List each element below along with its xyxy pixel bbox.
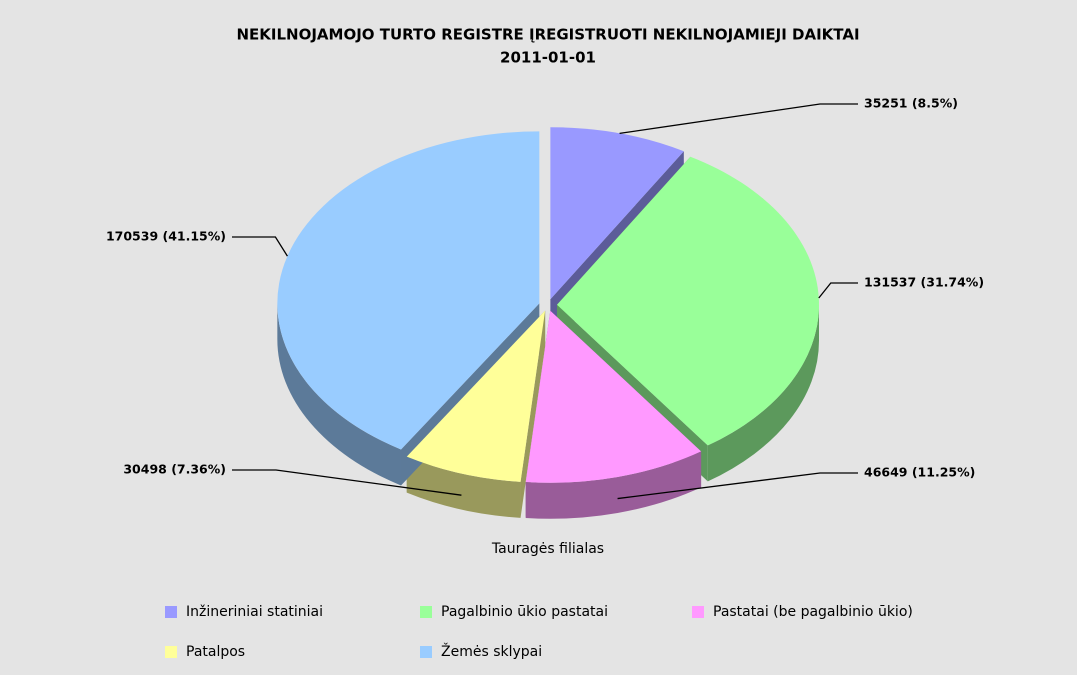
legend-label: Patalpos <box>186 644 245 660</box>
legend-swatch <box>692 606 704 618</box>
slice <box>406 310 546 482</box>
slice-side <box>525 451 702 519</box>
legend-label: Žemės sklypai <box>441 642 542 660</box>
leader-line <box>232 236 288 257</box>
value-label: 30498 (7.36%) <box>123 462 226 477</box>
value-label: 46649 (11.25%) <box>864 465 975 480</box>
slice-side <box>277 303 401 486</box>
slice-side <box>707 304 819 482</box>
legend-label: Pagalbinio ūkio pastatai <box>441 604 608 620</box>
slice-edge <box>520 310 546 518</box>
value-label: 131537 (31.74%) <box>864 275 984 290</box>
leader-line <box>619 103 858 135</box>
legend-swatch <box>420 606 432 618</box>
value-label: 35251 (8.5%) <box>864 96 958 111</box>
legend-label: Inžineriniai statiniai <box>186 604 323 620</box>
slice <box>550 127 684 300</box>
legend-swatch <box>420 646 432 658</box>
leader-line <box>818 282 858 299</box>
leader-line <box>617 472 858 500</box>
caption: Tauragės filialas <box>491 541 604 557</box>
slice-side <box>406 456 521 518</box>
value-label: 170539 (41.15%) <box>106 229 226 244</box>
slice <box>556 156 819 446</box>
leader-line <box>232 469 462 496</box>
chart-title: NEKILNOJAMOJO TURTO REGISTRE ĮREGISTRUOT… <box>236 26 859 44</box>
slice <box>277 131 540 450</box>
legend-swatch <box>165 646 177 658</box>
pie-tops <box>277 127 819 483</box>
legend-label: Pastatai (be pagalbinio ūkio) <box>713 604 913 620</box>
chart-subtitle: 2011-01-01 <box>500 49 596 67</box>
legend-swatch <box>165 606 177 618</box>
slice <box>525 310 702 483</box>
